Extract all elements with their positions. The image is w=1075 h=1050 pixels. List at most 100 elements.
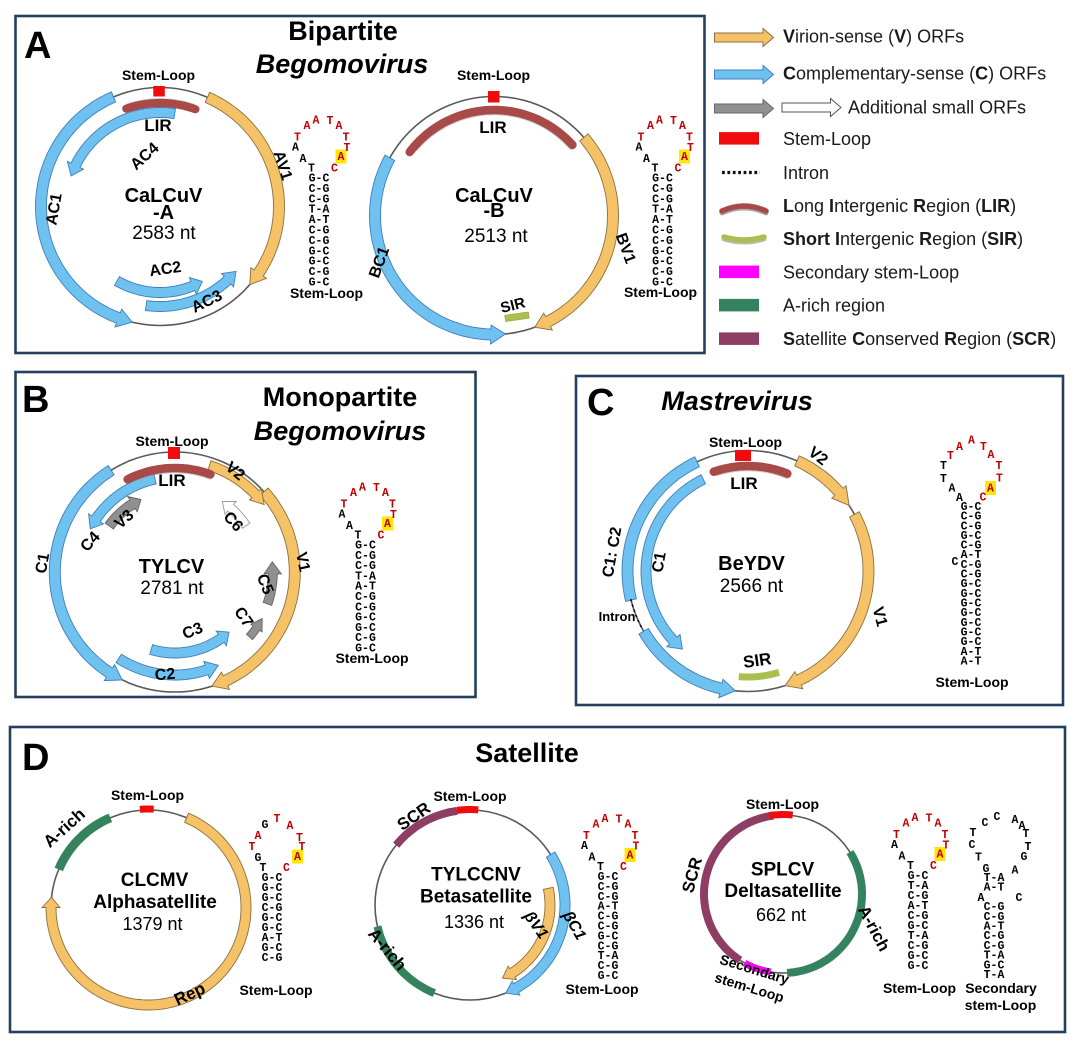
svg-text:G-C: G-C <box>262 892 283 905</box>
svg-text:G-C: G-C <box>652 256 673 269</box>
svg-text:A: A <box>313 115 320 128</box>
svg-text:SIR: SIR <box>499 294 528 317</box>
svg-text:T: T <box>294 132 301 145</box>
svg-text:Mastrevirus: Mastrevirus <box>661 386 813 416</box>
svg-text:CaLCuV: CaLCuV <box>125 185 203 207</box>
svg-text:T: T <box>616 814 623 827</box>
svg-text:Stem-Loop: Stem-Loop <box>433 788 506 804</box>
svg-text:Stem-Loop: Stem-Loop <box>290 285 363 301</box>
svg-text:C-G: C-G <box>652 183 673 196</box>
svg-text:G: G <box>255 852 262 865</box>
svg-text:C-G: C-G <box>652 266 673 279</box>
svg-text:A: A <box>891 839 898 852</box>
svg-text:T: T <box>996 460 1003 473</box>
svg-text:C: C <box>982 817 989 830</box>
svg-text:A: A <box>679 120 686 133</box>
svg-text:T: T <box>274 813 281 826</box>
svg-text:G-C: G-C <box>309 256 330 269</box>
svg-text:C-G: C-G <box>598 881 619 894</box>
svg-text:C-G: C-G <box>961 569 982 582</box>
svg-text:G-C: G-C <box>262 942 283 955</box>
svg-text:T: T <box>296 832 303 845</box>
svg-text:C-G: C-G <box>598 960 619 973</box>
svg-text:Intron: Intron <box>599 609 636 624</box>
svg-text:Long Intergenic Region (LIR): Long Intergenic Region (LIR) <box>783 196 1016 216</box>
svg-text:BeYDV: BeYDV <box>718 553 785 575</box>
svg-text:G-C: G-C <box>961 627 982 640</box>
svg-text:G-C: G-C <box>961 598 982 611</box>
svg-text:C-G: C-G <box>984 911 1005 924</box>
svg-text:C-G: C-G <box>961 520 982 533</box>
svg-text:C-G: C-G <box>961 511 982 524</box>
svg-text:C-G: C-G <box>262 952 283 965</box>
svg-text:A-T: A-T <box>961 646 982 659</box>
svg-text:662 nt: 662 nt <box>756 905 806 925</box>
svg-text:T-A: T-A <box>908 880 929 893</box>
svg-text:V1: V1 <box>869 605 891 628</box>
svg-text:LIR: LIR <box>730 474 757 493</box>
svg-text:T: T <box>260 862 267 875</box>
svg-text:G-C: G-C <box>355 643 376 656</box>
svg-text:T: T <box>975 852 982 865</box>
svg-text:C: C <box>675 163 682 176</box>
svg-text:T: T <box>943 840 950 853</box>
svg-text:C: C <box>587 382 614 424</box>
svg-text:B: B <box>22 379 49 421</box>
svg-text:T-A: T-A <box>652 204 673 217</box>
svg-text:A: A <box>24 25 51 67</box>
svg-text:G-C: G-C <box>961 588 982 601</box>
svg-text:C-G: C-G <box>598 911 619 924</box>
svg-text:G-C: G-C <box>961 530 982 543</box>
svg-text:G-C: G-C <box>984 959 1005 972</box>
svg-text:T: T <box>327 115 334 128</box>
svg-text:A: A <box>968 435 975 448</box>
svg-text:LIR: LIR <box>158 471 185 490</box>
svg-text:C2: C2 <box>154 666 176 685</box>
svg-text:C1: C1 <box>33 552 53 575</box>
svg-text:Short Intergenic Region (SIR): Short Intergenic Region (SIR) <box>783 229 1023 249</box>
svg-text:T-A: T-A <box>598 950 619 963</box>
svg-text:C: C <box>331 163 338 176</box>
svg-text:A: A <box>350 487 357 500</box>
svg-text:T-A: T-A <box>984 872 1005 885</box>
svg-text:C3: C3 <box>180 620 205 643</box>
svg-text:Secondary: Secondary <box>965 980 1037 996</box>
svg-text:Satellite Conserved Region (SC: Satellite Conserved Region (SCR) <box>783 329 1056 349</box>
svg-text:A: A <box>294 851 301 864</box>
svg-text:G-C: G-C <box>961 578 982 591</box>
svg-text:C-G: C-G <box>355 632 376 645</box>
svg-text:G-C: G-C <box>652 173 673 186</box>
svg-text:CLCMV: CLCMV <box>121 870 189 891</box>
svg-text:T: T <box>907 860 914 873</box>
svg-text:G-C: G-C <box>309 245 330 258</box>
svg-text:T: T <box>389 499 396 512</box>
svg-text:C-G: C-G <box>652 193 673 206</box>
svg-text:Stem-Loop: Stem-Loop <box>709 434 782 450</box>
svg-text:A: A <box>636 142 643 155</box>
svg-text:CaLCuV: CaLCuV <box>455 185 533 207</box>
svg-text:A: A <box>627 850 634 863</box>
svg-text:T: T <box>249 841 256 854</box>
svg-text:A: A <box>346 520 353 533</box>
svg-text:A: A <box>949 483 956 496</box>
svg-text:T: T <box>373 482 380 495</box>
svg-text:C: C <box>969 839 976 852</box>
svg-text:-B: -B <box>483 200 504 222</box>
svg-text:Stem-Loop: Stem-Loop <box>335 650 408 666</box>
svg-text:T: T <box>299 841 306 854</box>
svg-text:T: T <box>355 530 362 543</box>
svg-text:Stem-Loop: Stem-Loop <box>883 980 956 996</box>
svg-text:A-T: A-T <box>961 549 982 562</box>
svg-text:T: T <box>947 450 954 463</box>
svg-text:T: T <box>638 132 645 145</box>
svg-text:A-rich region: A-rich region <box>783 296 885 316</box>
svg-text:C-G: C-G <box>598 891 619 904</box>
svg-text:AC2: AC2 <box>148 259 182 280</box>
svg-text:C5: C5 <box>253 572 276 597</box>
svg-text:2781 nt: 2781 nt <box>140 578 204 599</box>
svg-text:A: A <box>338 151 345 164</box>
svg-text:G-C: G-C <box>908 870 929 883</box>
svg-text:Stem-Loop: Stem-Loop <box>122 67 195 83</box>
svg-text:T-A: T-A <box>984 950 1005 963</box>
svg-text:V1: V1 <box>292 551 313 574</box>
